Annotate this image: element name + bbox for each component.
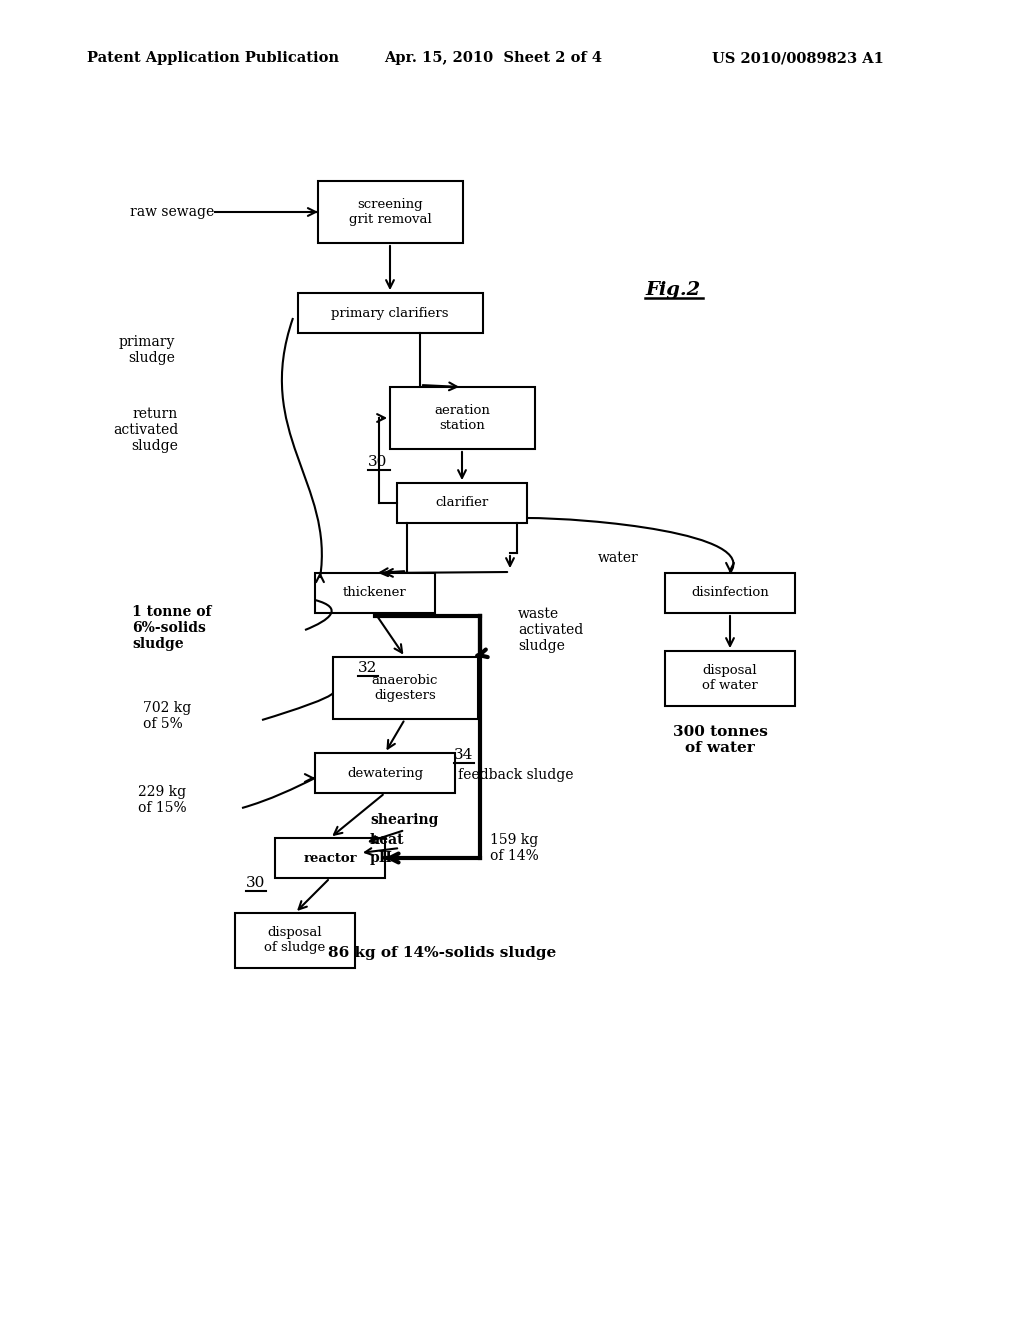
Text: screening
grit removal: screening grit removal [348, 198, 431, 226]
Text: 159 kg
of 14%: 159 kg of 14% [490, 833, 539, 863]
Text: 34: 34 [454, 748, 473, 762]
Text: 702 kg
of 5%: 702 kg of 5% [143, 701, 191, 731]
Text: Apr. 15, 2010  Sheet 2 of 4: Apr. 15, 2010 Sheet 2 of 4 [384, 51, 602, 65]
Text: disposal
of sludge: disposal of sludge [264, 927, 326, 954]
Text: reactor: reactor [303, 851, 356, 865]
FancyBboxPatch shape [298, 293, 482, 333]
Text: water: water [598, 550, 639, 565]
FancyBboxPatch shape [317, 181, 463, 243]
Text: aeration
station: aeration station [434, 404, 489, 432]
Text: disinfection: disinfection [691, 586, 769, 599]
FancyBboxPatch shape [389, 387, 535, 449]
Text: 300 tonnes
of water: 300 tonnes of water [673, 725, 767, 755]
FancyBboxPatch shape [315, 573, 435, 612]
FancyBboxPatch shape [665, 651, 795, 705]
Text: Fig.2: Fig.2 [645, 281, 700, 300]
Text: 30: 30 [368, 455, 387, 469]
Text: dewatering: dewatering [347, 767, 423, 780]
Text: thickener: thickener [343, 586, 407, 599]
Text: US 2010/0089823 A1: US 2010/0089823 A1 [712, 51, 884, 65]
FancyBboxPatch shape [234, 912, 355, 968]
FancyBboxPatch shape [333, 657, 477, 719]
Text: primary
sludge: primary sludge [119, 335, 175, 366]
Text: return
activated
sludge: return activated sludge [113, 407, 178, 453]
Text: Patent Application Publication: Patent Application Publication [87, 51, 339, 65]
Text: 86 kg of 14%-solids sludge: 86 kg of 14%-solids sludge [328, 946, 556, 960]
FancyBboxPatch shape [275, 838, 385, 878]
Text: 1 tonne of
6%-solids
sludge: 1 tonne of 6%-solids sludge [132, 605, 212, 651]
FancyBboxPatch shape [315, 752, 455, 793]
FancyBboxPatch shape [665, 573, 795, 612]
Text: waste
activated
sludge: waste activated sludge [518, 607, 584, 653]
Text: 32: 32 [358, 661, 378, 675]
Text: raw sewage: raw sewage [130, 205, 214, 219]
Text: disposal
of water: disposal of water [702, 664, 758, 692]
Text: 30: 30 [246, 876, 265, 890]
Text: primary clarifiers: primary clarifiers [331, 306, 449, 319]
Text: heat: heat [370, 833, 404, 847]
Text: shearing: shearing [370, 813, 438, 828]
Text: anaerobic
digesters: anaerobic digesters [372, 675, 438, 702]
FancyBboxPatch shape [397, 483, 527, 523]
Text: clarifier: clarifier [435, 496, 488, 510]
Text: feedback sludge: feedback sludge [458, 768, 573, 781]
Text: pH: pH [370, 851, 393, 865]
Text: 229 kg
of 15%: 229 kg of 15% [138, 785, 186, 814]
